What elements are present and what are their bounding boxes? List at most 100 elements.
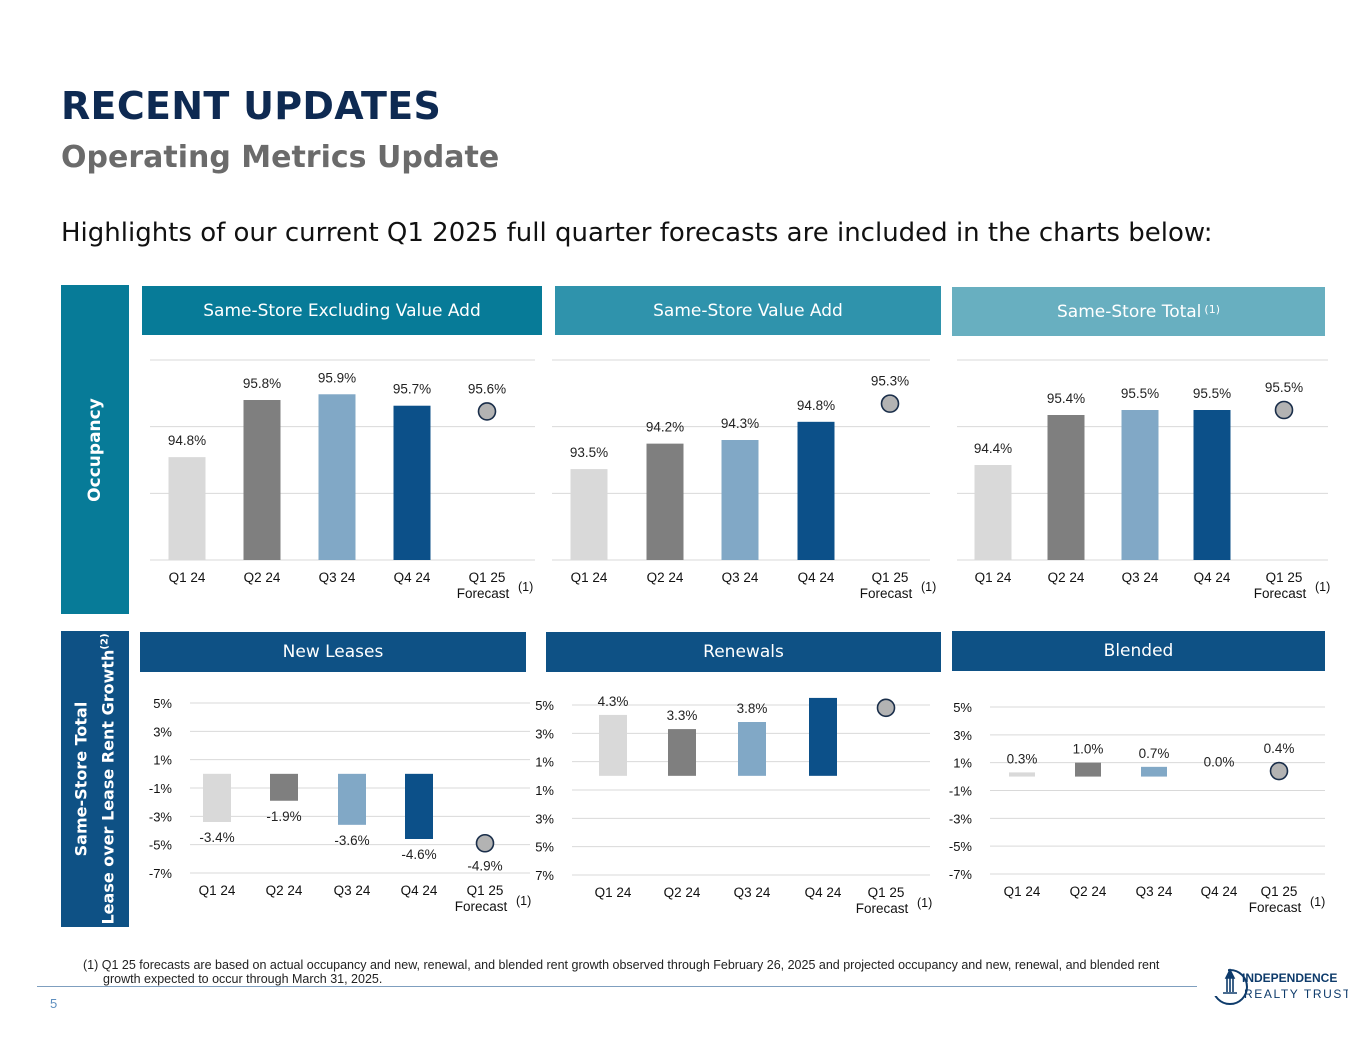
y-tick-label: -5% bbox=[949, 839, 973, 854]
data-label: 3.8% bbox=[737, 701, 768, 716]
x-tick-label: Q1 24 bbox=[975, 570, 1012, 585]
bar-q2-24 bbox=[1047, 415, 1085, 560]
data-label: 94.8% bbox=[797, 398, 835, 413]
chart-occupancy-excluding-value-add: 94.8% Q1 24 95.8% Q2 24 95.9% Q3 24 95.7% Q4 24… bbox=[150, 359, 535, 601]
note-marker: (1) bbox=[917, 896, 932, 910]
y-tick-label: -7% bbox=[535, 868, 554, 883]
bar-q2-24 bbox=[270, 773, 298, 801]
y-tick-label: -7% bbox=[149, 866, 173, 881]
y-tick-label: 3% bbox=[953, 728, 972, 743]
x-tick-label: Q2 24 bbox=[1070, 884, 1107, 899]
header-occ-excl: Same-Store Excluding Value Add bbox=[142, 286, 542, 335]
x-tick-label: Q1 25 bbox=[1261, 884, 1298, 899]
bar-q2-24 bbox=[243, 400, 281, 560]
header-renewals-label: Renewals bbox=[703, 642, 784, 662]
data-label: -3.6% bbox=[334, 833, 369, 848]
logo-building-icon bbox=[1223, 968, 1237, 994]
data-label: 0.7% bbox=[1139, 746, 1170, 761]
x-tick-label-sub: Forecast bbox=[455, 899, 508, 914]
forecast-marker bbox=[1269, 761, 1289, 781]
bar-q4-24 bbox=[405, 773, 433, 839]
footer-divider bbox=[37, 986, 1197, 987]
x-tick-label: Q1 25 bbox=[868, 885, 905, 900]
data-label: 3.3% bbox=[667, 708, 698, 723]
header-occ-total: Same-Store Total (1) bbox=[952, 287, 1325, 336]
data-label: 95.8% bbox=[243, 376, 281, 391]
bar-q3-24 bbox=[721, 440, 759, 560]
x-tick-label: Q2 24 bbox=[266, 883, 303, 898]
data-label: 95.4% bbox=[1047, 391, 1085, 406]
data-label: 1.0% bbox=[1073, 742, 1104, 757]
y-tick-label: -3% bbox=[949, 811, 973, 826]
x-tick-label: Q2 24 bbox=[647, 570, 684, 585]
data-label: 94.4% bbox=[974, 441, 1012, 456]
x-tick-label: Q1 24 bbox=[199, 883, 236, 898]
page-title: RECENT UPDATES bbox=[61, 84, 442, 128]
chart-new-leases: 5% 3% 1% -1% -3% -5% -7% -3.4% Q1 24 -1.9% Q2 24 -3… bbox=[149, 696, 531, 914]
footnote: (1) Q1 25 forecasts are based on actual … bbox=[83, 958, 1243, 986]
bar-q4-24 bbox=[809, 697, 837, 776]
data-label: 95.9% bbox=[318, 370, 356, 385]
data-label: 94.8% bbox=[168, 433, 206, 448]
x-tick-label-sub: Forecast bbox=[457, 586, 510, 601]
x-tick-label: Q2 24 bbox=[244, 570, 281, 585]
header-blended-label: Blended bbox=[1103, 641, 1174, 661]
row-label-occupancy: Occupancy bbox=[61, 285, 129, 614]
bar-q4-24 bbox=[797, 421, 835, 560]
x-tick-label: Q3 24 bbox=[722, 570, 759, 585]
footnote-line1: (1) Q1 25 forecasts are based on actual … bbox=[83, 958, 1160, 972]
x-tick-label: Q3 24 bbox=[334, 883, 371, 898]
bar-q4-24 bbox=[393, 405, 431, 560]
x-tick-label: Q1 24 bbox=[595, 885, 632, 900]
chart-occupancy-total: 94.4% Q1 24 95.4% Q2 24 95.5% Q3 24 95.5% Q4 24… bbox=[957, 359, 1330, 601]
bar-q3-24 bbox=[738, 722, 766, 776]
header-occ-va: Same-Store Value Add bbox=[555, 286, 941, 335]
data-label: -4.6% bbox=[401, 847, 436, 862]
footnote-line2: growth expected to occur through March 3… bbox=[103, 972, 383, 986]
logo-line2: REALTY TRUST bbox=[1244, 987, 1348, 1001]
y-tick-label: 5% bbox=[153, 696, 172, 711]
y-tick-label: -1% bbox=[535, 783, 554, 798]
x-tick-label: Q4 24 bbox=[401, 883, 438, 898]
bar-q3-24 bbox=[1121, 410, 1159, 560]
row-label-lease-note: (2) bbox=[99, 633, 111, 650]
y-tick-label: 5% bbox=[953, 700, 972, 715]
note-marker: (1) bbox=[1310, 895, 1325, 909]
forecast-marker bbox=[880, 394, 900, 413]
chart-occupancy-value-add: 93.5% Q1 24 94.2% Q2 24 94.3% Q3 24 94.8% Q4 24… bbox=[552, 359, 936, 601]
bar-q2-24 bbox=[646, 443, 684, 560]
y-tick-label: 1% bbox=[953, 756, 972, 771]
bar-q2-24 bbox=[668, 729, 696, 776]
forecast-data-label: 0.4% bbox=[1264, 741, 1295, 756]
y-tick-label: 1% bbox=[535, 755, 554, 770]
bar-q1-24 bbox=[1009, 772, 1035, 777]
y-tick-label: 3% bbox=[535, 726, 554, 741]
forecast-data-label: 95.5% bbox=[1265, 380, 1303, 395]
forecast-data-label: -4.9% bbox=[467, 858, 502, 873]
data-label: 94.3% bbox=[721, 416, 759, 431]
bar-q1-24 bbox=[974, 465, 1012, 560]
x-tick-label: Q4 24 bbox=[805, 885, 842, 900]
header-new-leases-label: New Leases bbox=[282, 642, 384, 662]
bar-q2-24 bbox=[1075, 762, 1101, 777]
data-label: 4.3% bbox=[598, 694, 629, 709]
note-marker: (1) bbox=[921, 580, 936, 594]
header-renewals: Renewals bbox=[546, 632, 941, 672]
y-tick-label: -3% bbox=[535, 811, 554, 826]
x-tick-label-sub: Forecast bbox=[1249, 900, 1302, 915]
x-tick-label-sub: Forecast bbox=[860, 586, 913, 601]
x-tick-label: Q1 25 bbox=[467, 883, 504, 898]
note-marker: (1) bbox=[1315, 580, 1330, 594]
forecast-marker bbox=[1274, 400, 1294, 420]
x-tick-label: Q4 24 bbox=[1201, 884, 1238, 899]
forecast-marker bbox=[475, 833, 495, 853]
header-occ-excl-label: Same-Store Excluding Value Add bbox=[203, 300, 481, 321]
x-tick-label: Q3 24 bbox=[734, 885, 771, 900]
x-tick-label: Q2 24 bbox=[1048, 570, 1085, 585]
x-tick-label: Q4 24 bbox=[394, 570, 431, 585]
x-tick-label: Q3 24 bbox=[1136, 884, 1173, 899]
page-subtitle: Operating Metrics Update bbox=[61, 140, 500, 175]
x-tick-label: Q4 24 bbox=[798, 570, 835, 585]
header-occ-total-label: Same-Store Total bbox=[1057, 301, 1202, 322]
bar-q1-24 bbox=[203, 773, 231, 822]
